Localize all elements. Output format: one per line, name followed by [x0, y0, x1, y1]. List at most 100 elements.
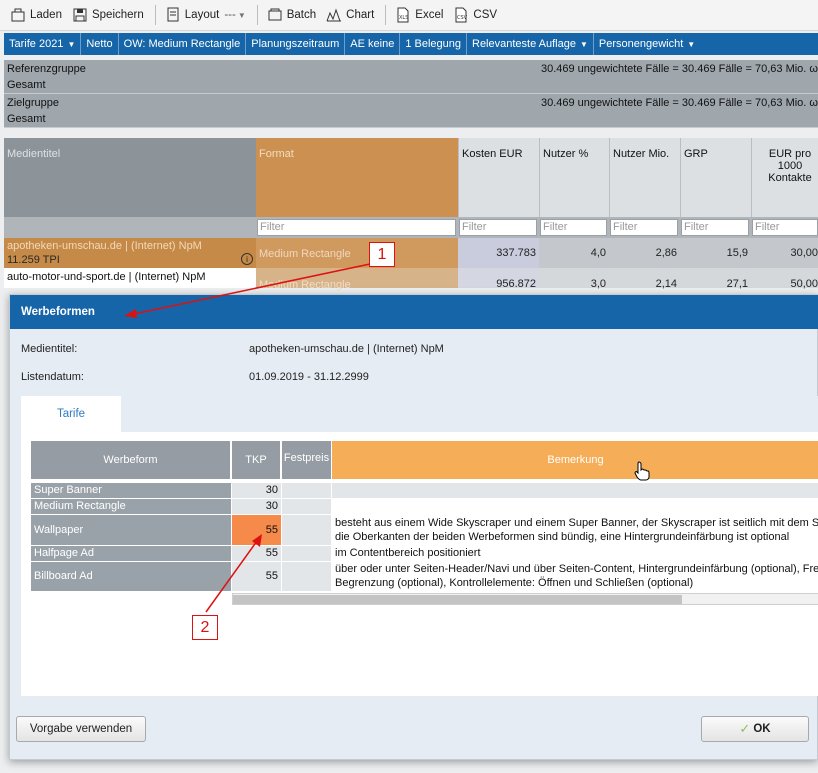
- col-header-grp[interactable]: GRP: [680, 138, 751, 217]
- kosten-cell: 956.872: [458, 268, 539, 290]
- kosten-value: 337.783: [496, 247, 536, 259]
- check-icon: ✓: [739, 721, 751, 736]
- callout-2-label: 2: [200, 618, 210, 636]
- eur-filter-input[interactable]: Filter: [752, 219, 818, 236]
- filter-planungszeitraum-label: Planungszeitraum: [251, 38, 340, 50]
- grp-filter-input[interactable]: Filter: [681, 219, 749, 236]
- nutzer-pct-filter-input[interactable]: Filter: [540, 219, 607, 236]
- csv-label: CSV: [473, 9, 498, 21]
- nutzer-mio-filter-placeholder: Filter: [613, 221, 638, 233]
- werbeform-name: Medium Rectangle: [34, 500, 126, 512]
- excel-button[interactable]: XLS Excel: [391, 3, 447, 27]
- col-header-nutzer-mio[interactable]: Nutzer Mio.: [609, 138, 680, 217]
- festpreis-cell: [282, 499, 331, 514]
- festpreis-cell: [282, 483, 331, 498]
- nutzer-mio-filter-input[interactable]: Filter: [610, 219, 678, 236]
- filter-auflage[interactable]: Relevanteste Auflage ▼: [467, 33, 594, 55]
- filter-tarife[interactable]: Tarife 2021 ▼: [4, 33, 82, 55]
- referenzgruppe-row[interactable]: Referenzgruppe Gesamt 30.469 ungewichtet…: [4, 60, 818, 94]
- nutzer-mio-header-label: Nutzer Mio.: [613, 148, 670, 160]
- werbeform-name: Halfpage Ad: [34, 547, 94, 559]
- vorgabe-verwenden-button[interactable]: Vorgabe verwenden: [16, 716, 146, 742]
- kosten-header-label: Kosten EUR: [462, 148, 523, 160]
- werbeform-row-super-banner[interactable]: Super Banner: [31, 483, 231, 498]
- festpreis-header-label: Festpreis: [283, 452, 330, 464]
- referenzgruppe-value: Gesamt: [7, 79, 46, 91]
- werbeform-header-label: Werbeform: [103, 454, 158, 466]
- col-header-werbeform[interactable]: Werbeform: [31, 441, 231, 479]
- referenzgruppe-label: Referenzgruppe: [7, 63, 86, 75]
- col-header-kosten[interactable]: Kosten EUR: [458, 138, 539, 217]
- filter-belegung[interactable]: 1 Belegung: [400, 33, 467, 55]
- table-row-format[interactable]: Medium Rectangle: [256, 238, 458, 268]
- col-header-medientitel[interactable]: Medientitel: [4, 138, 256, 217]
- grp-value: 27,1: [726, 278, 748, 290]
- laden-button[interactable]: Laden: [6, 3, 66, 27]
- col-header-format[interactable]: Format: [256, 138, 458, 217]
- col-header-eur-pro-1000[interactable]: EUR pro 1000 Kontakte: [751, 138, 818, 217]
- bemerkung-cell: [332, 483, 818, 498]
- kosten-cell: 337.783: [458, 238, 539, 268]
- eur-pro-header-label: EUR pro 1000 Kontakte: [768, 148, 812, 184]
- scrollbar-thumb[interactable]: [233, 595, 682, 604]
- filter-personengewicht[interactable]: Personengewicht ▼: [594, 33, 700, 55]
- speichern-button[interactable]: Speichern: [68, 3, 148, 27]
- bemerkung-text: Begrenzung (optional), Kontrollelemente:…: [335, 577, 694, 589]
- table-row-format[interactable]: Medium Rectangle: [256, 268, 458, 291]
- col-header-bemerkung[interactable]: Bemerkung: [332, 441, 818, 479]
- format-filter-placeholder: Filter: [260, 221, 285, 233]
- grp-filter-placeholder: Filter: [684, 221, 709, 233]
- col-header-nutzer-pct[interactable]: Nutzer %: [539, 138, 609, 217]
- werbeform-name: Wallpaper: [34, 524, 84, 536]
- eur-value: 30,00: [790, 247, 818, 259]
- filter-personengewicht-label: Personengewicht: [598, 38, 684, 50]
- dialog-title: Werbeformen: [10, 295, 818, 329]
- vorgabe-verwenden-label: Vorgabe verwenden: [29, 723, 133, 735]
- tkp-header-label: TKP: [245, 454, 267, 466]
- table-row-medientitel[interactable]: apotheken-umschau.de | (Internet) NpM 11…: [4, 238, 256, 268]
- werbeform-row-medium-rectangle[interactable]: Medium Rectangle: [31, 499, 231, 514]
- nutzer-pct-value: 4,0: [590, 247, 606, 259]
- tab-tarife[interactable]: Tarife: [21, 396, 121, 432]
- filter-netto[interactable]: Netto: [81, 33, 119, 55]
- zielgruppe-label: Zielgruppe: [7, 97, 59, 109]
- chevron-down-icon: ▼: [687, 39, 696, 49]
- bemerkung-cell: [332, 499, 818, 514]
- referenzgruppe-stats: 30.469 ungewichtete Fälle = 30.469 Fälle…: [540, 63, 818, 75]
- kosten-filter-input[interactable]: Filter: [459, 219, 537, 236]
- grp-cell: 15,9: [680, 238, 751, 268]
- tkp-value: 55: [265, 524, 278, 536]
- filter-netto-label: Netto: [86, 38, 113, 50]
- table-row-medientitel[interactable]: auto-motor-und-sport.de | (Internet) NpM: [4, 268, 256, 288]
- tkp-cell: 30: [232, 483, 281, 498]
- layout-icon: [165, 7, 181, 23]
- col-header-tkp[interactable]: TKP: [232, 441, 281, 479]
- csv-button[interactable]: CSV CSV: [449, 3, 501, 27]
- werbeform-row-billboard-ad[interactable]: Billboard Ad: [31, 562, 231, 591]
- eur-cell: 30,00: [751, 238, 818, 268]
- info-icon[interactable]: i: [241, 253, 253, 265]
- chart-button[interactable]: Chart: [322, 3, 378, 27]
- criteria-bar: Tarife 2021 ▼ Netto OW: Medium Rectangle …: [4, 33, 818, 55]
- ok-button[interactable]: ✓ OK: [701, 716, 809, 742]
- zielgruppe-row[interactable]: Zielgruppe Gesamt 30.469 ungewichtete Fä…: [4, 94, 818, 128]
- save-icon: [72, 7, 88, 23]
- svg-text:XLS: XLS: [399, 15, 408, 21]
- tkp-value: 55: [265, 570, 278, 582]
- batch-button[interactable]: Batch: [263, 3, 320, 27]
- layout-button[interactable]: Layout --- ▼: [161, 3, 250, 27]
- format-filter-input[interactable]: Filter: [257, 219, 456, 236]
- filter-planungszeitraum[interactable]: Planungszeitraum: [246, 33, 346, 55]
- bemerkung-cell: im Contentbereich positioniert: [332, 546, 818, 561]
- horizontal-scrollbar[interactable]: [232, 593, 818, 605]
- callout-1: 1: [369, 242, 395, 267]
- medientitel-cell: apotheken-umschau.de | (Internet) NpM: [7, 240, 202, 252]
- werbeform-row-halfpage-ad[interactable]: Halfpage Ad: [31, 546, 231, 561]
- filter-ow[interactable]: OW: Medium Rectangle: [119, 33, 247, 55]
- werbeform-row-wallpaper[interactable]: Wallpaper: [31, 515, 231, 545]
- tkp-value: 30: [265, 484, 278, 496]
- open-icon: [10, 7, 26, 23]
- grp-header-label: GRP: [684, 148, 708, 160]
- col-header-festpreis[interactable]: Festpreis: [282, 441, 331, 479]
- filter-ae[interactable]: AE keine: [345, 33, 401, 55]
